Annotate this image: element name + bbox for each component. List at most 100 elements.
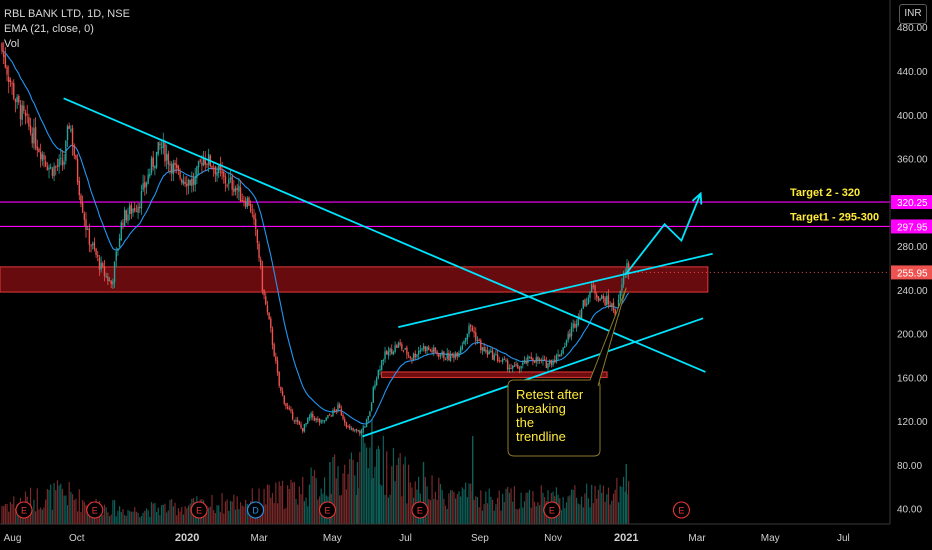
volume-bar	[460, 496, 462, 524]
candle-body	[142, 183, 144, 191]
candle-body	[498, 360, 500, 362]
trendlines[interactable]	[63, 97, 713, 438]
candle-body	[110, 280, 112, 284]
volume-bar	[310, 467, 312, 524]
volume-bar	[411, 487, 413, 524]
candle-body	[436, 351, 438, 355]
candle-body	[123, 209, 126, 227]
volume-bar	[507, 486, 509, 524]
candle-body	[350, 428, 353, 430]
volume-bar	[6, 504, 8, 524]
volume-bar	[213, 510, 215, 524]
time-axis[interactable]: Aug Oct 2020 Mar May Jul Sep Nov 2021 Mar May Jul	[0, 523, 890, 544]
volume-bar	[214, 513, 216, 524]
event-marker[interactable]	[543, 501, 561, 519]
event-marker[interactable]	[411, 501, 429, 519]
volume-bar	[85, 504, 87, 524]
projection-path[interactable]	[625, 193, 702, 275]
volume-bar	[120, 511, 122, 524]
trendline[interactable]	[398, 252, 713, 328]
volume-bar	[243, 506, 245, 524]
candle-body	[18, 96, 20, 103]
candle-body	[189, 179, 191, 185]
candle-body	[473, 331, 475, 333]
candle-body	[229, 177, 232, 180]
volume-bar	[115, 516, 117, 524]
currency-button[interactable]: INR	[899, 4, 927, 24]
candle-body	[421, 348, 423, 350]
base-zone[interactable]	[381, 371, 608, 378]
candle-body	[394, 345, 396, 353]
candle-body	[441, 351, 443, 356]
trendline[interactable]	[362, 317, 704, 438]
candle-body	[500, 360, 502, 362]
candle-body	[140, 191, 143, 209]
volume-bar	[147, 510, 149, 524]
candle-body	[122, 223, 124, 225]
volume-bar	[1, 505, 3, 524]
volume-bar	[38, 509, 40, 524]
candle-body	[340, 408, 343, 416]
projection-arrowhead	[691, 191, 703, 205]
candle-body	[55, 166, 57, 168]
volume-bar	[389, 494, 391, 524]
event-marker[interactable]	[246, 501, 265, 519]
volume-bar	[461, 487, 463, 524]
candle-body	[569, 333, 571, 337]
volume-bar	[280, 485, 282, 524]
trendline[interactable]	[63, 97, 706, 373]
volume-bar	[80, 511, 82, 524]
volume-bar	[434, 491, 437, 524]
candle-body	[557, 354, 559, 357]
candle-body	[80, 195, 82, 204]
volume-bar	[399, 453, 401, 524]
event-marker[interactable]	[672, 501, 690, 519]
target-level-label: Target1 - 295-300	[790, 211, 879, 223]
volume-bar	[528, 489, 531, 524]
volume-bar	[113, 499, 116, 524]
price-axis[interactable]: 40.00 80.00 120.00 160.00 200.00 240.00 280.00…	[889, 0, 932, 550]
volume-bar	[271, 493, 274, 524]
volume-bar	[339, 495, 341, 524]
volume-bar	[601, 492, 603, 524]
volume-bar	[308, 484, 311, 524]
candle-body	[537, 356, 539, 362]
price-tick-label: 280.00	[897, 242, 928, 253]
candle-body	[565, 340, 568, 346]
candle-body	[285, 403, 287, 407]
candle-body	[61, 159, 64, 166]
candle-body	[570, 327, 573, 337]
volume-bar	[135, 511, 137, 524]
event-marker[interactable]	[318, 501, 337, 519]
candle-body	[312, 413, 314, 418]
candle-body	[302, 428, 304, 432]
volume-bar	[483, 503, 485, 524]
event-marker[interactable]	[15, 501, 33, 519]
event-marker[interactable]	[190, 501, 208, 519]
volume-bar	[611, 500, 613, 524]
callout-text-line: trendline	[516, 429, 566, 444]
support-zone[interactable]	[0, 266, 709, 293]
volume-bar	[206, 506, 208, 524]
volume-bar	[58, 485, 60, 524]
volume-bar	[374, 466, 376, 524]
candle-body	[554, 360, 556, 363]
volume-bar	[596, 498, 598, 524]
volume-bar	[167, 510, 169, 524]
candle-body	[308, 416, 311, 419]
candle-body	[359, 430, 361, 434]
candle-body	[456, 352, 458, 357]
candle-body	[579, 315, 581, 318]
candle-body	[372, 387, 374, 403]
candle-body	[236, 188, 238, 190]
volume-bar	[174, 502, 176, 524]
volume-bar	[233, 494, 235, 524]
candle-body	[478, 339, 480, 342]
event-marker[interactable]	[86, 501, 104, 519]
volume-bar	[560, 510, 563, 524]
candle-body	[65, 140, 67, 161]
volume-bar	[409, 482, 411, 524]
